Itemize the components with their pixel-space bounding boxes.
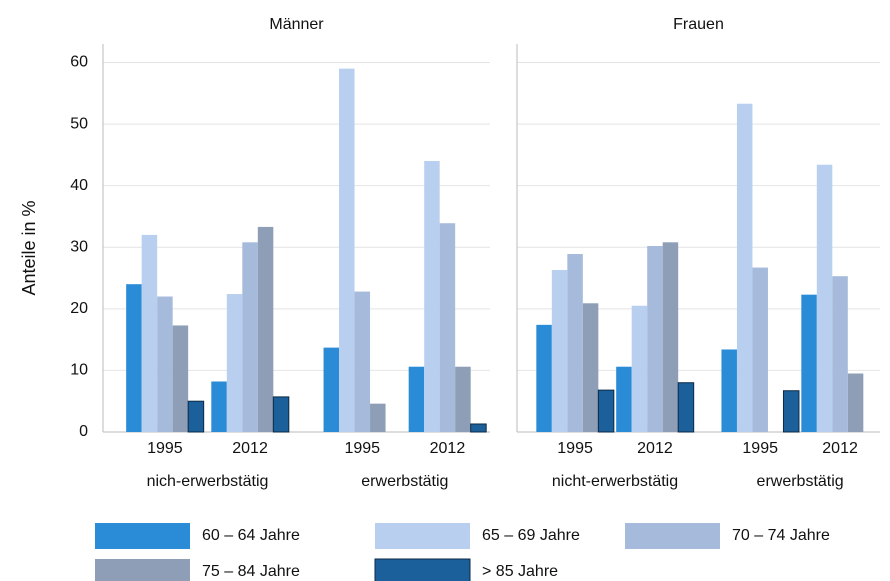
bar — [408, 366, 425, 432]
bar — [662, 242, 679, 432]
bar — [141, 234, 158, 432]
bar — [272, 396, 290, 433]
y-tick-label: 40 — [70, 177, 88, 194]
bar — [172, 325, 189, 432]
bar — [816, 164, 833, 432]
bar — [647, 246, 663, 432]
legend-swatch — [625, 523, 720, 549]
bar — [597, 389, 615, 433]
bar — [370, 403, 386, 432]
y-tick-label: 10 — [70, 362, 88, 379]
bar — [567, 254, 583, 432]
legend-label: 70 – 74 Jahre — [732, 527, 830, 544]
x-tick-label: 1995 — [147, 440, 183, 457]
bar — [187, 400, 205, 433]
bar — [847, 373, 864, 432]
bar — [801, 294, 817, 432]
legend-label: 60 – 64 Jahre — [202, 527, 300, 544]
legend-label: 65 – 69 Jahre — [482, 527, 580, 544]
legend-label: > 85 Jahre — [482, 563, 558, 580]
bar — [242, 242, 258, 432]
y-tick-label: 20 — [70, 300, 88, 317]
y-tick-label: 60 — [70, 54, 88, 71]
group-label: erwerbstätig — [757, 473, 844, 490]
bar — [631, 305, 648, 432]
legend-label: 75 – 84 Jahre — [202, 563, 300, 580]
bar — [323, 347, 340, 432]
y-tick-label: 30 — [70, 238, 88, 255]
x-tick-label: 1995 — [344, 440, 380, 457]
group-label: erwerbstätig — [361, 473, 448, 490]
bar — [226, 294, 243, 432]
panel-title: Frauen — [673, 16, 724, 33]
y-tick-label: 50 — [70, 115, 88, 132]
bar — [211, 381, 227, 432]
legend-swatch — [375, 523, 470, 549]
x-tick-label: 2012 — [637, 440, 673, 457]
bar — [536, 324, 552, 432]
x-tick-label: 1995 — [742, 440, 778, 457]
bar — [424, 161, 440, 432]
x-tick-label: 1995 — [557, 440, 593, 457]
legend-swatch — [374, 558, 471, 581]
bar — [721, 349, 737, 432]
panel-title: Männer — [269, 16, 324, 33]
legend-swatch — [95, 559, 190, 581]
bar — [339, 68, 355, 432]
y-tick-label: 0 — [79, 423, 88, 440]
bar — [354, 291, 371, 432]
bar — [470, 423, 487, 433]
bar — [677, 382, 695, 433]
x-tick-label: 2012 — [822, 440, 858, 457]
group-label: nicht-erwerbstätig — [552, 473, 678, 490]
y-axis-label: Anteile in % — [19, 200, 39, 295]
bar — [439, 223, 456, 432]
bar — [126, 284, 142, 432]
bar — [736, 103, 753, 432]
bar — [616, 366, 632, 432]
x-tick-label: 2012 — [232, 440, 268, 457]
group-label: nich-erwerbstätig — [147, 473, 269, 490]
x-tick-label: 2012 — [430, 440, 466, 457]
bar — [455, 366, 471, 432]
bar — [257, 226, 274, 432]
legend-swatch — [95, 523, 190, 549]
bar — [551, 270, 568, 432]
bar — [582, 303, 599, 432]
bar — [832, 276, 848, 432]
bar — [157, 296, 173, 432]
bar — [752, 267, 768, 432]
bar — [782, 390, 800, 433]
